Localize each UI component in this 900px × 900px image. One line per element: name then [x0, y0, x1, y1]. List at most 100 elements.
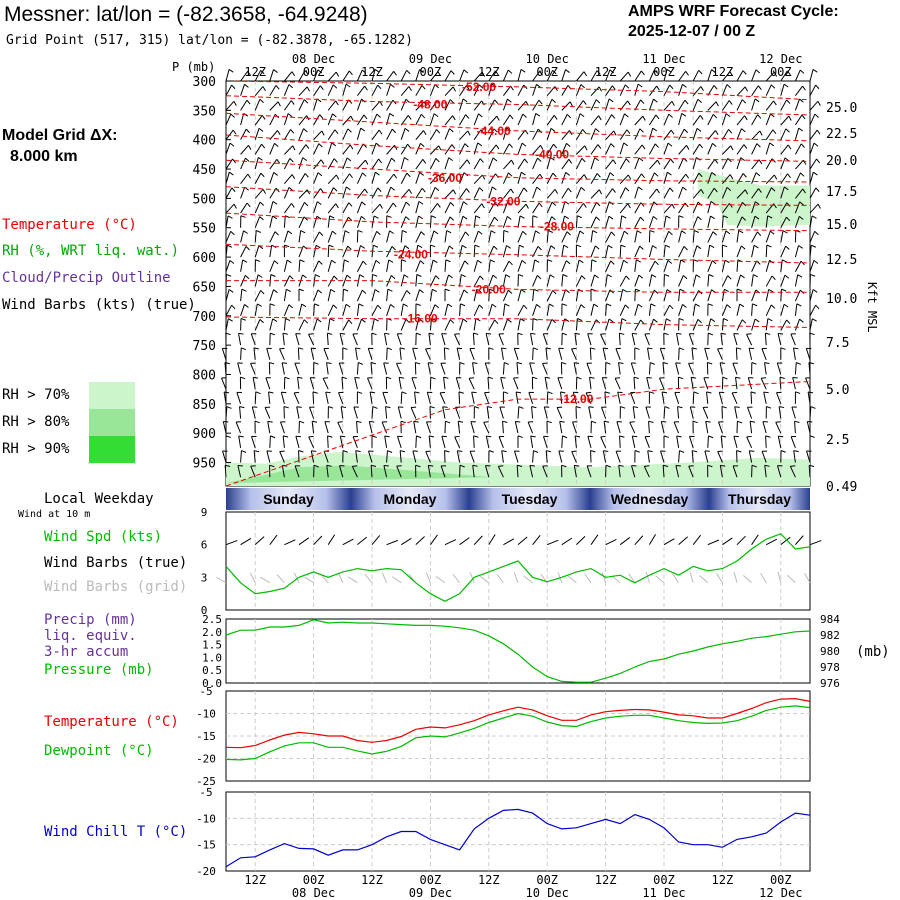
wind-barb-flag: [580, 304, 586, 309]
wind-barb: [386, 304, 391, 316]
wind-barb: [323, 451, 329, 463]
wind-barb: [678, 289, 681, 302]
wind-barb: [542, 363, 548, 375]
wind-barb: [532, 113, 537, 126]
temperature-contour-label: -44.00: [477, 124, 511, 138]
wind-barb-true: [444, 539, 457, 546]
wind-barb: [473, 289, 478, 302]
wind-barb-flag: [670, 158, 675, 164]
wind-barb: [794, 114, 803, 126]
wind-barb: [674, 392, 680, 404]
wind-barb-flag: [640, 99, 645, 104]
wind-barb-flag: [402, 230, 408, 233]
temperature-contour-label: -16.00: [404, 312, 438, 326]
wind-barb-flag: [595, 216, 601, 221]
wind-barb: [342, 289, 344, 302]
wind-barb: [659, 348, 665, 360]
wind-barb: [500, 377, 504, 390]
wind-barb: [429, 129, 438, 140]
wind-barb: [794, 289, 801, 302]
wind-barb: [502, 172, 509, 184]
wind-barb-flag: [737, 420, 743, 424]
wind-barb: [707, 143, 713, 155]
wind-barb-flag: [504, 303, 510, 307]
wind-barb: [532, 275, 538, 287]
wind-barb-flag: [285, 215, 291, 219]
bottom-hour-label: 12Z: [478, 873, 500, 887]
wind-barb: [386, 259, 390, 272]
wind-barb: [780, 99, 788, 111]
wind-barb: [444, 173, 452, 184]
wind-barb: [356, 362, 359, 375]
wind-barb-flag: [532, 317, 538, 321]
wind-barb: [327, 215, 331, 228]
wind-barb: [517, 304, 525, 317]
wind-barb-flag: [449, 319, 455, 324]
wind-barb: [413, 421, 417, 434]
wind-barb: [498, 333, 504, 346]
wind-barb-flag: [780, 450, 786, 453]
wind-barb: [619, 275, 627, 287]
wind-barb: [383, 362, 388, 375]
wind-barb: [648, 260, 656, 272]
wind-barb: [327, 435, 329, 448]
wind-barb-flag: [342, 347, 348, 350]
wind-barb: [647, 347, 650, 360]
wind-barb: [240, 99, 248, 111]
wind-barb: [529, 465, 534, 478]
wind-barb-flag: [605, 362, 611, 365]
wind-barb: [678, 173, 687, 185]
wind-barb-true: [313, 535, 323, 546]
wind-barb: [605, 245, 609, 258]
wind-barb-flag: [707, 362, 713, 365]
wind-barb: [515, 391, 519, 404]
wind-barb: [559, 421, 563, 434]
wind-barb: [240, 144, 249, 155]
wind-barb-flag: [741, 319, 747, 324]
wind-barb-flag: [319, 85, 324, 91]
wind-barb: [254, 115, 263, 126]
wind-barb-flag: [384, 332, 390, 335]
wind-barb-flag: [506, 215, 512, 220]
wind-barb: [225, 318, 229, 331]
wind-barb: [415, 231, 422, 243]
wind-barb-flag: [274, 231, 279, 236]
wind-barb-flag: [649, 229, 655, 233]
wind-barb-flag: [244, 83, 249, 88]
wind-barb: [546, 290, 554, 302]
wind-barb: [776, 362, 782, 375]
wind-barb-flag: [538, 99, 543, 105]
wind-barb: [543, 406, 548, 419]
wind-barb-flag: [715, 101, 719, 107]
windchill-ytick-label: -5: [199, 786, 212, 799]
wind-barb-flag: [811, 215, 817, 219]
height-tick-label: 5.0: [826, 383, 849, 398]
wind-barb-flag: [550, 245, 556, 250]
wind-barb: [764, 362, 767, 375]
wind-barb: [327, 318, 331, 331]
wind-barb-flag: [245, 246, 250, 251]
wind-barb-flag: [385, 406, 391, 409]
wind-barb-flag: [676, 332, 682, 335]
wind-barb-flag: [549, 274, 555, 278]
wind-barb-flag: [667, 171, 672, 176]
wind-barb-flag: [771, 187, 776, 192]
wind-barb: [386, 70, 395, 82]
wind-barb-flag: [463, 201, 468, 206]
wind-barb-flag: [429, 406, 435, 409]
wind-barb: [573, 362, 577, 375]
wind-barb-flag: [523, 187, 528, 192]
wind-barb-flag: [682, 83, 687, 88]
wind-barb: [502, 289, 509, 302]
wind-barb-flag: [420, 113, 426, 119]
wind-barb-flag: [431, 318, 437, 321]
wind-ytick-label: 6: [201, 539, 208, 552]
wind-barb-flag: [708, 274, 714, 277]
wind-barb-flag: [231, 304, 236, 310]
wind-barb: [444, 115, 453, 126]
wind-barb: [692, 172, 700, 184]
wind-barb: [764, 465, 767, 478]
wind-barb-flag: [496, 115, 500, 121]
wind-barb: [283, 129, 292, 140]
wind-barb: [575, 187, 582, 199]
